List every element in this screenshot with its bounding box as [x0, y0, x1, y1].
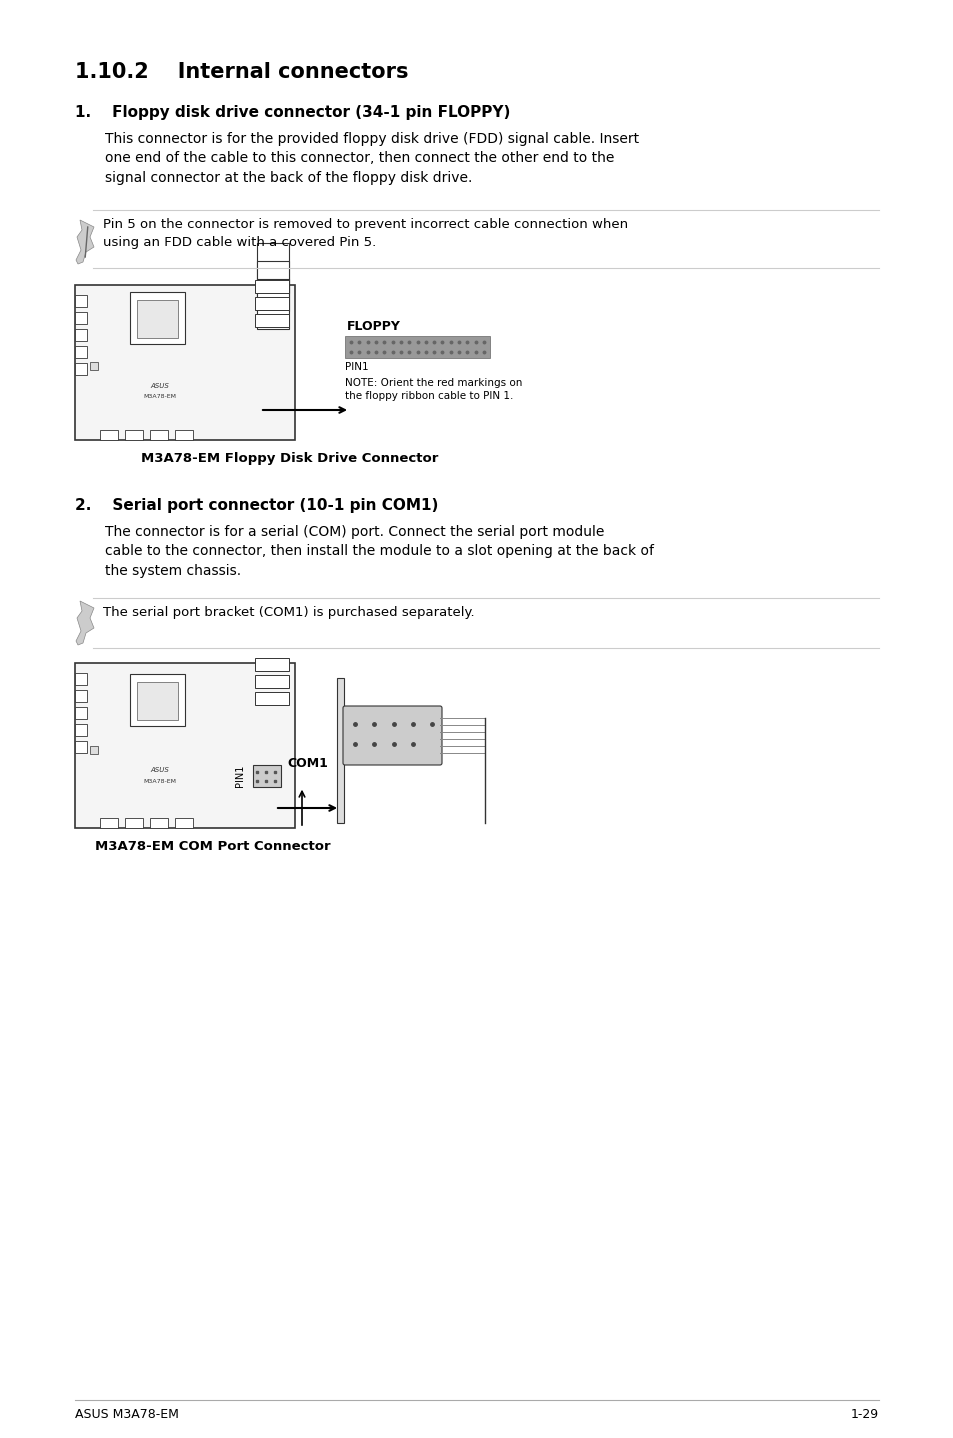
Bar [125, 430, 143, 440]
Text: Pin 5 on the connector is removed to prevent incorrect cable connection when
usi: Pin 5 on the connector is removed to pre… [103, 219, 627, 249]
FancyBboxPatch shape [75, 663, 294, 828]
Text: M3A78-EM Floppy Disk Drive Connector: M3A78-EM Floppy Disk Drive Connector [141, 452, 438, 464]
Bar [90, 362, 98, 370]
Text: M3A78-EM COM Port Connector: M3A78-EM COM Port Connector [95, 840, 331, 853]
Text: FLOPPY: FLOPPY [347, 321, 400, 334]
Text: M3A78-EM: M3A78-EM [143, 394, 176, 400]
Text: ASUS M3A78-EM: ASUS M3A78-EM [75, 1408, 179, 1421]
Text: The serial port bracket (COM1) is purchased separately.: The serial port bracket (COM1) is purcha… [103, 605, 475, 618]
Bar [75, 362, 87, 375]
Bar [75, 723, 87, 736]
Bar [174, 430, 193, 440]
Bar [75, 295, 87, 306]
Bar [137, 682, 178, 719]
FancyBboxPatch shape [75, 285, 294, 440]
Bar [75, 741, 87, 754]
Bar [174, 818, 193, 828]
Bar [256, 243, 289, 293]
Bar [100, 818, 118, 828]
Bar [254, 674, 289, 687]
Polygon shape [76, 601, 94, 646]
Bar [150, 818, 168, 828]
Text: M3A78-EM: M3A78-EM [143, 779, 176, 784]
Bar [254, 280, 289, 293]
Bar [75, 673, 87, 684]
Bar [75, 347, 87, 358]
Polygon shape [76, 220, 94, 265]
Bar [254, 298, 289, 311]
Text: 1-29: 1-29 [850, 1408, 878, 1421]
Bar [256, 279, 289, 329]
Bar [254, 659, 289, 672]
FancyBboxPatch shape [343, 706, 441, 765]
Text: 1.10.2    Internal connectors: 1.10.2 Internal connectors [75, 62, 408, 82]
Bar [254, 692, 289, 705]
Text: COM1: COM1 [287, 758, 328, 771]
Bar [130, 292, 185, 344]
Bar [150, 430, 168, 440]
Bar [256, 262, 289, 311]
Text: PIN1: PIN1 [345, 362, 368, 372]
Text: 2.    Serial port connector (10-1 pin COM1): 2. Serial port connector (10-1 pin COM1) [75, 498, 438, 513]
Bar [90, 746, 98, 754]
Bar [137, 301, 178, 338]
Text: 1.    Floppy disk drive connector (34-1 pin FLOPPY): 1. Floppy disk drive connector (34-1 pin… [75, 105, 510, 119]
Text: ASUS: ASUS [151, 383, 170, 388]
Bar [130, 673, 185, 726]
Bar [75, 707, 87, 719]
Bar [345, 336, 490, 358]
Bar [100, 430, 118, 440]
Text: This connector is for the provided floppy disk drive (FDD) signal cable. Insert
: This connector is for the provided flopp… [105, 132, 639, 186]
Text: PIN1: PIN1 [234, 765, 245, 787]
Bar [254, 313, 289, 326]
Bar [336, 677, 344, 823]
Bar [253, 765, 281, 787]
Text: NOTE: Orient the red markings on
the floppy ribbon cable to PIN 1.: NOTE: Orient the red markings on the flo… [345, 378, 522, 401]
Bar [125, 818, 143, 828]
Bar [75, 329, 87, 341]
Bar [75, 690, 87, 702]
Text: ASUS: ASUS [151, 768, 170, 774]
Bar [75, 312, 87, 324]
Text: The connector is for a serial (COM) port. Connect the serial port module
cable t: The connector is for a serial (COM) port… [105, 525, 654, 578]
